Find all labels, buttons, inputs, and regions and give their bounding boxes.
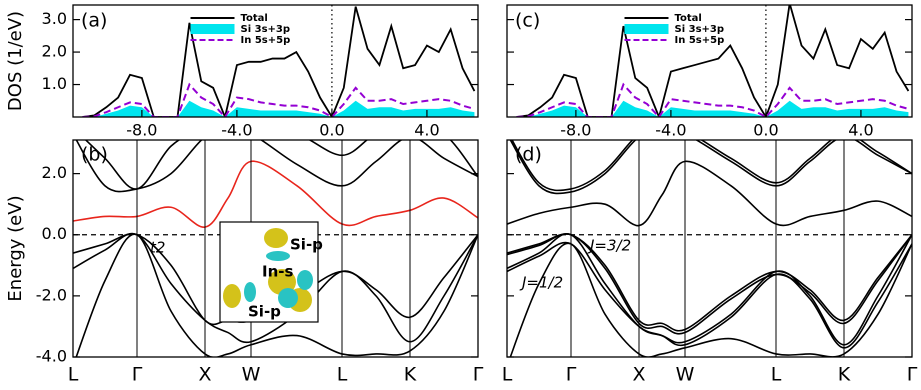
band-line — [507, 233, 912, 346]
axis-frame — [72, 4, 479, 118]
annotation: Si-p — [248, 303, 281, 321]
panel-label: (d) — [515, 144, 542, 166]
x-tick-label: -8.0 — [560, 121, 591, 140]
annotation: In-s — [262, 263, 293, 281]
orbital-blob — [244, 282, 256, 302]
x-tick-label: 0.0 — [319, 121, 344, 140]
orbital-blob — [223, 284, 241, 308]
legend-swatch — [624, 24, 669, 34]
y-tick-label: 0.0 — [42, 224, 67, 243]
axis-frame — [72, 139, 479, 358]
y-tick-label: -4.0 — [36, 347, 67, 366]
x-tick-label: W — [242, 364, 261, 386]
dos-line — [516, 82, 909, 117]
legend-label: Total — [675, 13, 702, 24]
x-tick-label: K — [838, 364, 851, 386]
panel-label: (b) — [81, 144, 108, 166]
legend-label: Total — [241, 13, 268, 24]
y-tick-label: 1.0 — [42, 74, 67, 93]
plot-area — [82, 6, 476, 117]
band-line — [507, 160, 912, 227]
axis-frame — [506, 139, 913, 358]
x-tick-label: -4.0 — [655, 121, 686, 140]
x-tick-label: Γ — [132, 364, 143, 386]
dos-line — [82, 6, 476, 117]
dos-line — [82, 82, 475, 117]
band-line — [507, 241, 912, 349]
band-line — [509, 140, 912, 195]
x-tick-label: -4.0 — [221, 121, 252, 140]
orbital-blob — [266, 251, 290, 261]
x-tick-label: Γ — [473, 364, 484, 386]
plot-area — [507, 140, 912, 357]
annotation: t2 — [150, 239, 165, 257]
x-tick-label: K — [404, 364, 417, 386]
panel-label: (c) — [515, 10, 540, 32]
y-tick-label: 2.0 — [42, 163, 67, 182]
orbital-blob — [264, 228, 288, 248]
x-tick-label: 0.0 — [753, 121, 778, 140]
legend-label: Si 3s+3p — [675, 24, 725, 35]
y-axis-label: Energy (eV) — [5, 195, 26, 301]
x-tick-label: L — [502, 364, 513, 386]
legend-swatch — [190, 24, 235, 34]
y-axis-label: DOS (1/eV) — [5, 11, 26, 111]
x-tick-label: 4.0 — [414, 121, 439, 140]
annotation: Si-p — [290, 236, 323, 254]
x-tick-label: Γ — [907, 364, 918, 386]
orbital-inset — [219, 221, 319, 323]
dos-area — [516, 100, 909, 117]
axis-frame — [506, 4, 913, 118]
y-tick-label: 3.0 — [42, 9, 67, 28]
x-tick-label: L — [68, 364, 79, 386]
dos-line — [516, 5, 910, 117]
annotation: J=1/2 — [519, 274, 563, 292]
dos-area — [82, 100, 475, 117]
orbital-blob — [297, 270, 313, 290]
band-line — [73, 160, 478, 228]
annotation: J=3/2 — [587, 237, 631, 255]
y-tick-label: 2.0 — [42, 42, 67, 61]
x-tick-label: L — [337, 364, 348, 386]
x-tick-label: X — [198, 364, 211, 386]
band-line — [509, 242, 912, 357]
orbital-blob — [278, 288, 298, 308]
legend-label: Si 3s+3p — [241, 24, 291, 35]
plot-area — [516, 5, 910, 117]
band-line — [507, 233, 912, 335]
x-tick-label: L — [771, 364, 782, 386]
y-tick-label: -2.0 — [36, 285, 67, 304]
x-tick-label: 4.0 — [848, 121, 873, 140]
x-tick-label: W — [676, 364, 695, 386]
legend-label: In 5s+5p — [241, 35, 291, 46]
panel-label: (a) — [81, 10, 107, 32]
x-tick-label: Γ — [566, 364, 577, 386]
x-tick-label: -8.0 — [126, 121, 157, 140]
legend-label: In 5s+5p — [675, 35, 725, 46]
x-tick-label: X — [632, 364, 645, 386]
